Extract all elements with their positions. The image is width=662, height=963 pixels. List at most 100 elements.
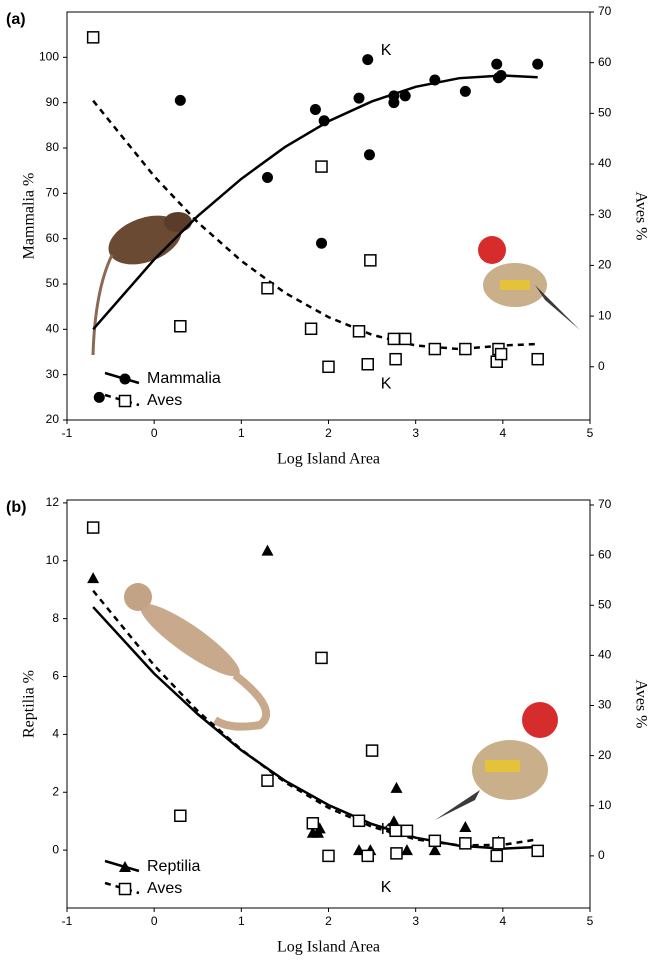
x-tick-label: 3 <box>412 426 419 440</box>
annotation: K <box>381 42 392 59</box>
data-point <box>496 349 507 360</box>
data-point <box>460 344 471 355</box>
y-tick-label: 50 <box>46 276 60 290</box>
x-tick-label: 4 <box>499 426 506 440</box>
y-axis-label: Mammalia % <box>21 173 38 260</box>
data-point <box>88 32 99 43</box>
y-tick-label: 12 <box>46 495 60 509</box>
y2-tick-label: 30 <box>598 698 612 712</box>
data-point <box>388 97 399 108</box>
y2-tick-label: 0 <box>598 359 605 373</box>
y2-tick-label: 20 <box>598 258 612 272</box>
x-tick-label: 1 <box>238 426 245 440</box>
y-tick-label: 90 <box>46 95 60 109</box>
data-point <box>310 104 321 115</box>
y2-axis-label: Aves % <box>632 679 649 728</box>
y-axis-label: Reptilia % <box>21 670 38 738</box>
data-point <box>491 59 502 70</box>
y2-tick-label: 30 <box>598 207 612 221</box>
y2-tick-label: 10 <box>598 308 612 322</box>
annotation: K <box>381 821 392 838</box>
y2-tick-label: 20 <box>598 748 612 762</box>
data-point <box>493 838 504 849</box>
y-tick-label: 10 <box>46 553 60 567</box>
y-tick-label: 8 <box>52 611 59 625</box>
data-point <box>362 850 373 861</box>
x-tick-label: 0 <box>151 426 158 440</box>
data-point <box>429 75 440 86</box>
data-point <box>532 845 543 856</box>
data-point <box>459 821 471 832</box>
data-point <box>316 652 327 663</box>
annotation: K <box>381 879 392 896</box>
legend-label: Aves <box>147 392 182 409</box>
data-point <box>354 815 365 826</box>
data-point <box>316 161 327 172</box>
legend-label: Mammalia <box>147 370 221 387</box>
data-point <box>367 745 378 756</box>
y2-tick-label: 40 <box>598 648 612 662</box>
figure: (a)-101234520304050607080901000102030405… <box>0 0 662 963</box>
legend-marker <box>120 396 131 407</box>
plot-frame <box>67 500 590 908</box>
data-point <box>262 283 273 294</box>
x-tick-label: 1 <box>238 914 245 928</box>
x-tick-label: -1 <box>62 426 73 440</box>
data-point <box>496 70 507 81</box>
y2-tick-label: 40 <box>598 156 612 170</box>
data-point <box>262 172 273 183</box>
bird-illustration <box>478 236 580 330</box>
y-tick-label: 0 <box>52 842 59 856</box>
data-point <box>401 825 412 836</box>
bird-illustration <box>435 702 558 820</box>
x-tick-label: 5 <box>587 426 594 440</box>
x-tick-label: 2 <box>325 426 332 440</box>
data-point <box>400 333 411 344</box>
data-point <box>323 361 334 372</box>
data-point <box>390 354 401 365</box>
data-point <box>316 238 327 249</box>
y2-tick-label: 70 <box>598 497 612 511</box>
y2-tick-label: 50 <box>598 597 612 611</box>
data-point <box>365 255 376 266</box>
y-tick-label: 70 <box>46 186 60 200</box>
x-tick-label: 0 <box>151 914 158 928</box>
y-tick-label: 2 <box>52 784 59 798</box>
x-tick-label: 2 <box>325 914 332 928</box>
mouse-illustration <box>93 206 192 355</box>
data-point <box>354 93 365 104</box>
y2-tick-label: 50 <box>598 106 612 120</box>
panel-label: (b) <box>6 499 26 516</box>
y-tick-label: 40 <box>46 322 60 336</box>
x-axis-label: Log Island Area <box>277 939 380 956</box>
data-point <box>354 326 365 337</box>
data-point <box>400 90 411 101</box>
y2-axis-label: Aves % <box>632 191 649 240</box>
x-tick-label: -1 <box>62 914 73 928</box>
x-tick-label: 5 <box>587 914 594 928</box>
legend-label: Aves <box>147 880 182 897</box>
data-point <box>175 321 186 332</box>
data-point <box>175 810 186 821</box>
data-point <box>362 54 373 65</box>
data-point <box>491 850 502 861</box>
y2-tick-label: 60 <box>598 55 612 69</box>
data-point <box>460 838 471 849</box>
data-point <box>532 59 543 70</box>
data-point <box>390 825 401 836</box>
plot-frame <box>67 12 590 420</box>
data-point <box>460 86 471 97</box>
data-point <box>429 344 440 355</box>
data-point <box>323 850 334 861</box>
panel-label: (a) <box>6 11 26 28</box>
y2-tick-label: 70 <box>598 4 612 18</box>
legend-label: Reptilia <box>147 858 200 875</box>
x-tick-label: 3 <box>412 914 419 928</box>
data-point <box>87 572 99 583</box>
data-point <box>319 115 330 126</box>
data-point <box>307 818 318 829</box>
data-point <box>175 95 186 106</box>
data-point <box>401 844 413 855</box>
data-point <box>306 323 317 334</box>
y-tick-label: 20 <box>46 412 60 426</box>
